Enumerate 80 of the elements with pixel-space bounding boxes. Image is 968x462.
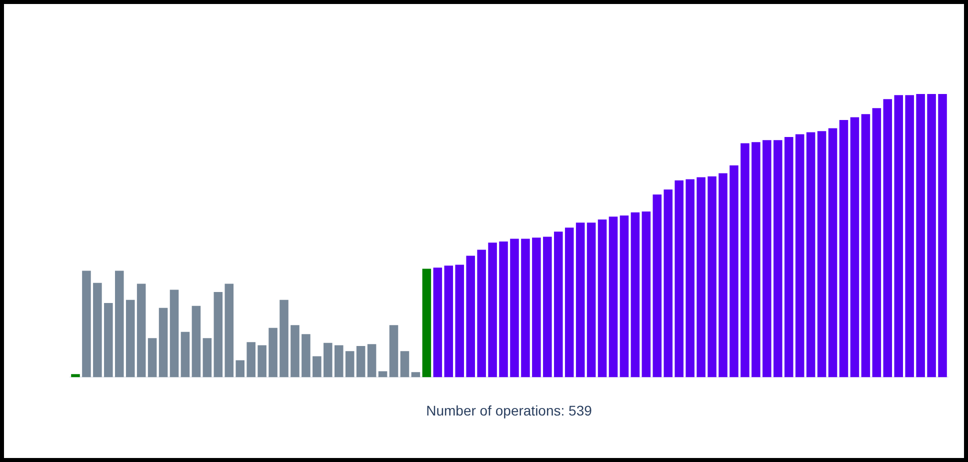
bar	[806, 132, 816, 378]
bar	[170, 290, 179, 378]
bar	[324, 342, 332, 378]
bar	[521, 238, 530, 378]
bar	[477, 250, 486, 378]
bar	[608, 216, 618, 378]
bar	[554, 232, 563, 378]
bar	[630, 212, 640, 378]
bar	[180, 332, 190, 378]
bar	[148, 338, 157, 378]
bar	[564, 228, 574, 378]
bar	[400, 351, 410, 378]
bar	[740, 143, 750, 378]
bar	[302, 334, 310, 378]
bar	[510, 238, 519, 378]
bar	[861, 114, 870, 378]
bar	[455, 264, 464, 378]
bar	[422, 268, 432, 378]
bar	[136, 284, 146, 378]
bar	[224, 284, 234, 378]
bar	[752, 142, 760, 378]
bar	[93, 282, 102, 378]
bar	[488, 242, 497, 378]
bar	[916, 94, 925, 378]
bar	[762, 140, 772, 378]
bar	[828, 128, 838, 378]
bar	[730, 165, 738, 378]
bar	[576, 222, 585, 378]
bar	[674, 180, 684, 378]
bar	[817, 131, 826, 378]
bar	[290, 325, 300, 378]
bar	[696, 177, 706, 378]
bar	[839, 120, 848, 378]
bar	[586, 222, 596, 378]
bar	[905, 95, 914, 378]
bar	[312, 356, 322, 378]
bar	[433, 268, 442, 378]
bar	[126, 300, 135, 378]
bar	[532, 238, 541, 378]
bar	[664, 189, 673, 378]
bar	[718, 173, 728, 378]
bar	[795, 134, 804, 378]
bar	[158, 308, 168, 378]
bar	[499, 242, 508, 378]
bar	[280, 300, 288, 378]
bar	[246, 342, 256, 378]
bar	[258, 345, 266, 378]
bar	[236, 360, 245, 378]
bar	[708, 176, 716, 378]
bar	[774, 140, 782, 378]
bar	[686, 179, 694, 378]
bar	[927, 94, 936, 378]
bar	[345, 351, 354, 378]
bar	[214, 292, 223, 378]
bar	[71, 374, 80, 378]
bar	[883, 99, 892, 378]
bar	[850, 117, 860, 378]
bar	[367, 344, 376, 378]
bar	[192, 306, 201, 378]
bar	[444, 266, 454, 378]
bar	[411, 372, 420, 378]
bar	[620, 215, 629, 378]
bar	[104, 303, 113, 378]
bar	[466, 256, 475, 378]
bar	[598, 219, 607, 378]
bar	[115, 270, 124, 378]
bar	[784, 137, 794, 378]
bar	[334, 345, 344, 378]
bar	[356, 346, 366, 378]
x-axis-title: Number of operations: 539	[426, 402, 592, 418]
bar	[543, 236, 552, 378]
bar	[268, 328, 278, 378]
bar	[872, 108, 882, 378]
bar	[642, 212, 651, 378]
bar	[938, 94, 947, 378]
bar	[894, 95, 904, 378]
bar	[202, 338, 212, 378]
bar	[652, 194, 662, 378]
bar	[389, 325, 398, 378]
bar	[82, 270, 91, 378]
